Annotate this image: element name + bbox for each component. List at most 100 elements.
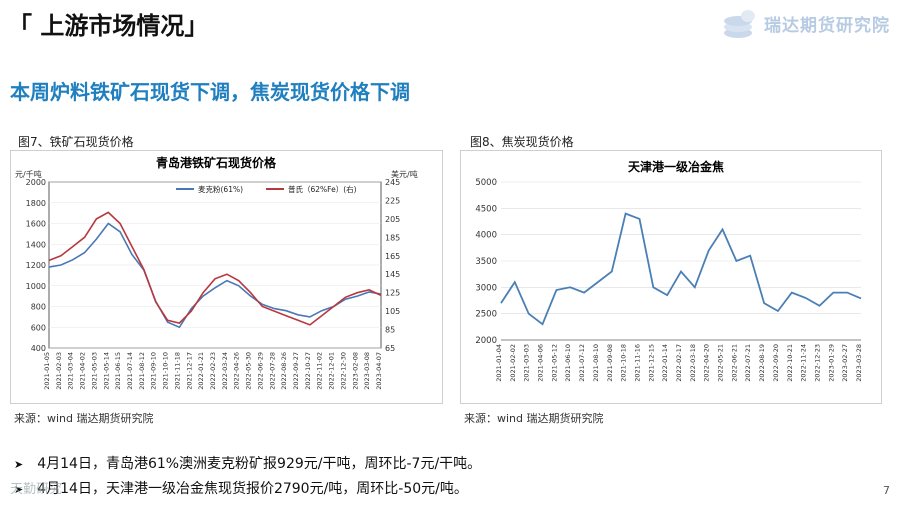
x-tick-label: 2021-04-06 (537, 344, 545, 382)
y-tick-label: 600 (31, 323, 46, 332)
watermark: 天勤研究 (10, 482, 63, 497)
y-tick-label: 5000 (475, 178, 497, 188)
y-tick-label-right: 125 (385, 289, 400, 298)
x-tick-label: 2021-02-02 (509, 344, 517, 382)
arrow-bullet-icon: ➤ (14, 458, 24, 471)
x-tick-label: 2022-12-01 (328, 352, 336, 390)
x-tick-label: 2023-04-07 (375, 352, 383, 390)
x-tick-label: 2021-04-02 (79, 352, 87, 390)
x-tick-label: 2021-07-12 (578, 344, 586, 382)
y-tick-label: 1000 (26, 282, 46, 291)
x-tick-label: 2021-01-04 (495, 344, 503, 382)
x-tick-label: 2022-04-26 (233, 352, 241, 390)
logo: 瑞达期货研究院 (710, 4, 890, 42)
x-tick-label: 2022-06-29 (256, 352, 264, 390)
x-tick-label: 2021-09-08 (606, 344, 614, 382)
coke-chart: 天津港一级冶金焦 5000 4500 4000 3500 3000 2500 2000 20… (475, 159, 863, 382)
page-number: 7 (883, 484, 890, 497)
x-tick-label: 2021-09-10 (150, 352, 158, 390)
x-tick-label: 2021-07-14 (126, 352, 134, 390)
y-tick-label: 1200 (26, 261, 46, 270)
bullet-item: ➤ 4月14日，天津港一级冶金焦现货报价2790元/吨，周环比-50元/吨。 (14, 477, 481, 502)
x-tick-label: 2021-11-16 (633, 344, 641, 382)
x-tick-label: 2022-03-24 (221, 352, 229, 390)
x-tick-label: 2022-02-23 (209, 352, 217, 390)
x-tick-label: 2022-12-23 (813, 344, 821, 382)
x-tick-label: 2021-10-10 (162, 352, 170, 390)
x-tick-label: 2022-11-02 (316, 352, 324, 390)
chart-title: 天津港一级冶金焦 (628, 159, 724, 174)
x-tick-label: 2022-04-20 (703, 344, 711, 382)
left-chart-caption: 图7、铁矿石现货价格 (18, 135, 134, 149)
y-tick-label: 1400 (26, 240, 46, 249)
x-tick-label: 2022-08-19 (758, 344, 766, 382)
x-tick-label: 2022-01-21 (197, 352, 205, 390)
bullet-text: 4月14日，青岛港61%澳洲麦克粉矿报929元/干吨，周环比-7元/干吨。 (37, 456, 482, 472)
x-tick-label: 2022-05-30 (245, 352, 253, 390)
series-line-2 (48, 211, 382, 326)
right-unit-label: 美元/吨 (391, 169, 418, 179)
y-tick-label: 800 (31, 303, 46, 312)
y-tick-label: 2000 (475, 336, 497, 346)
x-tick-label: 2021-05-03 (90, 352, 98, 390)
y-tick-label-right: 245 (385, 178, 400, 187)
y-tick-label: 1600 (26, 220, 46, 229)
y-tick-label-right: 65 (385, 344, 395, 353)
x-tick-label: 2023-02-27 (841, 344, 849, 382)
x-tick-label: 2022-10-21 (786, 344, 794, 382)
series-line-1 (48, 222, 382, 329)
coke-price-line (500, 212, 862, 326)
bullet-text: 4月14日，天津港一级冶金焦现货报价2790元/吨，周环比-50元/吨。 (37, 481, 468, 497)
y-tick-label: 2000 (26, 178, 46, 187)
legend-label: 普氏（62%Fe）(右) (288, 184, 357, 194)
x-tick-label: 2023-03-28 (855, 344, 863, 382)
x-tick-label: 2021-08-12 (138, 352, 146, 390)
coin-stack-icon (724, 10, 755, 38)
left-unit-label: 元/千吨 (15, 169, 42, 179)
x-tick-label: 2022-01-14 (661, 344, 669, 382)
x-tick-label: 2022-06-21 (730, 344, 738, 382)
x-tick-label: 2022-09-27 (292, 352, 300, 390)
y-tick-label-right: 205 (385, 215, 400, 224)
x-tick-label: 2021-06-10 (564, 344, 572, 382)
x-tick-label: 2022-10-27 (304, 352, 312, 390)
headline: 本周炉料铁矿石现货下调，焦炭现货价格下调 (10, 80, 410, 104)
y-tick-label: 3000 (475, 283, 497, 293)
x-tick-label: 2021-05-12 (550, 344, 558, 382)
x-tick-label: 2022-09-20 (772, 344, 780, 382)
x-tick-label: 2021-03-03 (523, 344, 531, 382)
x-tick-label: 2022-07-21 (744, 344, 752, 382)
chart-title: 青岛港铁矿石现货价格 (156, 155, 277, 170)
iron-ore-chart: 青岛港铁矿石现货价格 元/千吨 美元/吨 2000 1800 1600 1400 120… (15, 155, 418, 390)
x-tick-label: 2021-05-14 (102, 352, 110, 390)
x-tick-label: 2022-05-21 (717, 344, 725, 382)
x-tick-label: 2022-11-24 (800, 344, 808, 382)
y-tick-label-right: 225 (385, 196, 400, 205)
y-tick-label: 4500 (475, 204, 497, 214)
bullet-list: ➤ 4月14日，青岛港61%澳洲麦克粉矿报929元/干吨，周环比-7元/干吨。 … (14, 452, 481, 502)
x-tick-label: 2023-01-29 (827, 344, 835, 382)
y-tick-label-right: 105 (385, 307, 400, 316)
x-tick-label: 2021-11-18 (173, 352, 181, 390)
x-tick-label: 2021-02-03 (55, 352, 63, 390)
section-title: 「 上游市场情况」 (8, 12, 209, 40)
x-tick-label: 2021-08-10 (592, 344, 600, 382)
x-tick-label: 2023-03-08 (363, 352, 371, 390)
logo-text: 瑞达期货研究院 (764, 15, 890, 36)
legend-label: 麦克粉(61%) (198, 184, 243, 194)
x-tick-label: 2022-07-28 (268, 352, 276, 390)
y-tick-label-right: 145 (385, 270, 400, 279)
x-tick-label: 2021-12-15 (647, 344, 655, 382)
y-tick-label-right: 185 (385, 233, 400, 242)
y-tick-label-right: 85 (385, 326, 395, 335)
bullet-item: ➤ 4月14日，青岛港61%澳洲麦克粉矿报929元/干吨，周环比-7元/干吨。 (14, 452, 481, 477)
y-tick-label-right: 165 (385, 252, 400, 261)
x-tick-label: 2021-06-15 (114, 352, 122, 390)
x-tick-label: 2021-01-05 (43, 352, 51, 390)
y-tick-label: 1800 (26, 199, 46, 208)
right-source: 来源：wind 瑞达期货研究院 (464, 412, 604, 425)
right-chart-caption: 图8、焦炭现货价格 (470, 135, 574, 149)
y-tick-label: 3500 (475, 257, 497, 267)
y-tick-label: 4000 (475, 231, 497, 241)
coke-chart-panel: 天津港一级冶金焦 5000 4500 4000 3500 3000 2500 2000 20… (460, 150, 882, 404)
